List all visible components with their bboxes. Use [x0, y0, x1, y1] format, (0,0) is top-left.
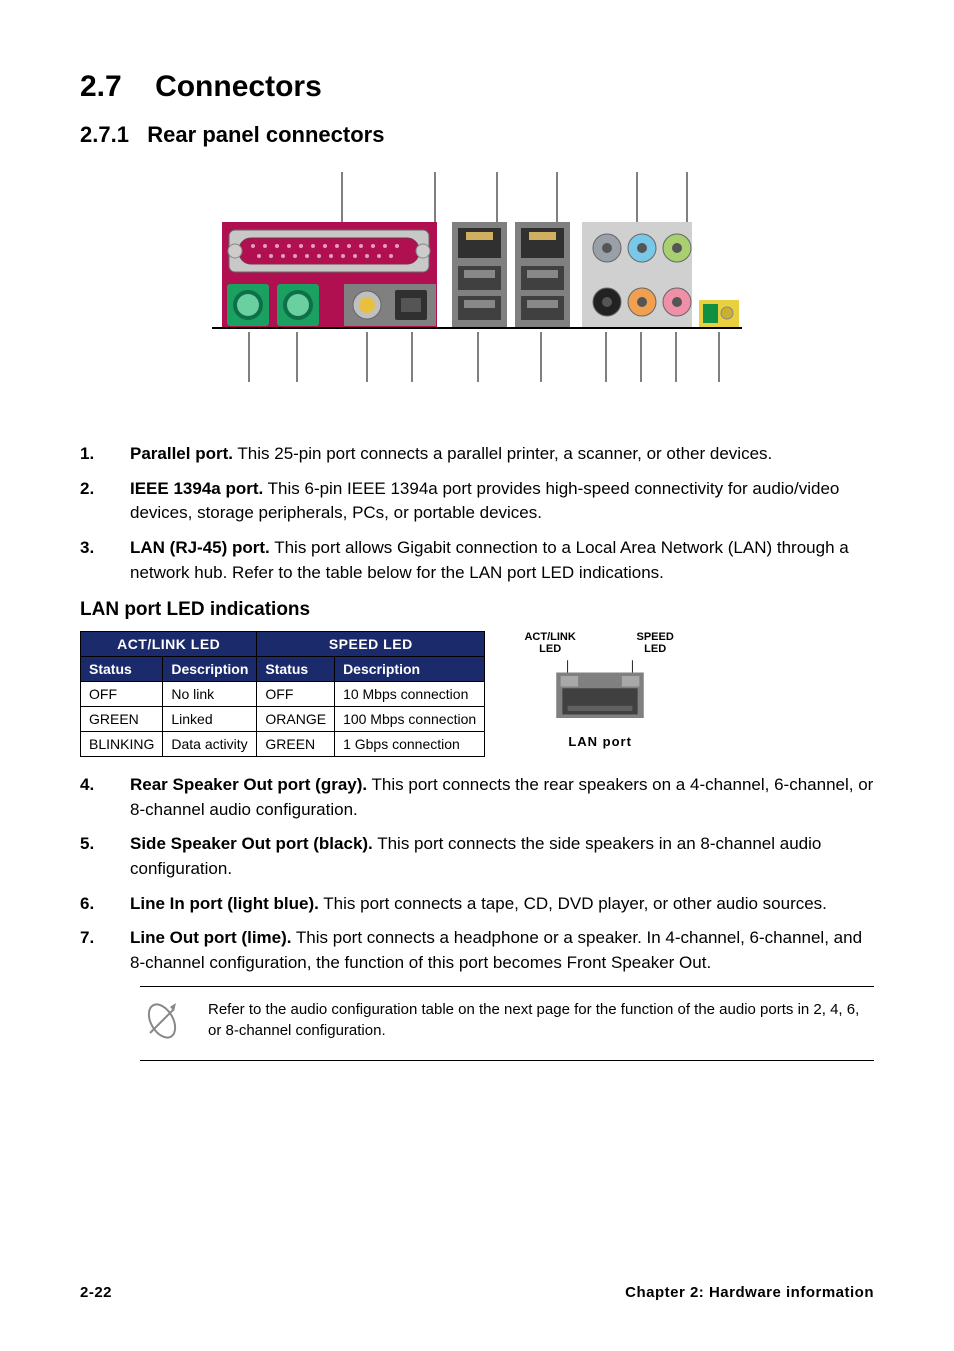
list-item: 2. IEEE 1394a port. This 6-pin IEEE 1394… — [80, 477, 874, 526]
list-item: 3. LAN (RJ-45) port. This port allows Gi… — [80, 536, 874, 585]
led-heading: LAN port LED indications — [80, 599, 874, 621]
list-item: 7. Line Out port (lime). This port conne… — [80, 926, 874, 975]
item-label: Line In port (light blue). — [130, 894, 319, 913]
item-label: LAN (RJ-45) port. — [130, 538, 270, 557]
table-cell: OFF — [257, 682, 335, 707]
item-number: 2. — [80, 477, 130, 526]
item-label: Rear Speaker Out port (gray). — [130, 775, 367, 794]
page-number: 2-22 — [80, 1284, 112, 1301]
subsection-number: 2.7.1 — [80, 122, 129, 147]
connector-list-2: 4. Rear Speaker Out port (gray). This po… — [80, 773, 874, 975]
item-number: 5. — [80, 832, 130, 881]
table-cell: 1 Gbps connection — [335, 732, 485, 757]
item-label: Line Out port (lime). — [130, 928, 292, 947]
item-number: 3. — [80, 536, 130, 585]
note-text: Refer to the audio configuration table o… — [208, 999, 874, 1048]
lan-port-diagram: ACT/LINK LED SPEED LED LAN port — [515, 631, 685, 757]
note-block: Refer to the audio configuration table o… — [140, 986, 874, 1061]
table-row: GREEN Linked ORANGE 100 Mbps connection — [81, 707, 485, 732]
item-label: IEEE 1394a port. — [130, 479, 263, 498]
list-item: 4. Rear Speaker Out port (gray). This po… — [80, 773, 874, 822]
section-title: 2.7 Connectors — [80, 70, 874, 104]
item-number: 6. — [80, 892, 130, 917]
table-cell: BLINKING — [81, 732, 163, 757]
table-cell: No link — [163, 682, 257, 707]
table-col-header: Description — [335, 657, 485, 682]
table-col-header: Description — [163, 657, 257, 682]
lan-left-label: ACT/LINK LED — [515, 631, 585, 655]
page-footer: 2-22 Chapter 2: Hardware information — [80, 1284, 874, 1301]
table-group-header: SPEED LED — [257, 632, 485, 657]
table-cell: 10 Mbps connection — [335, 682, 485, 707]
item-number: 4. — [80, 773, 130, 822]
item-text: This 25-pin port connects a parallel pri… — [233, 444, 772, 463]
table-cell: GREEN — [81, 707, 163, 732]
lan-port-caption: LAN port — [515, 734, 685, 749]
table-cell: GREEN — [257, 732, 335, 757]
item-number: 7. — [80, 926, 130, 975]
rear-panel-diagram — [197, 172, 757, 382]
table-group-header: ACT/LINK LED — [81, 632, 257, 657]
table-cell: 100 Mbps connection — [335, 707, 485, 732]
table-row: OFF No link OFF 10 Mbps connection — [81, 682, 485, 707]
item-text: This port connects a tape, CD, DVD playe… — [319, 894, 827, 913]
list-item: 1. Parallel port. This 25-pin port conne… — [80, 442, 874, 467]
list-item: 5. Side Speaker Out port (black). This p… — [80, 832, 874, 881]
item-label: Parallel port. — [130, 444, 233, 463]
item-number: 1. — [80, 442, 130, 467]
note-icon — [140, 999, 184, 1048]
table-cell: Linked — [163, 707, 257, 732]
table-col-header: Status — [257, 657, 335, 682]
list-item: 6. Line In port (light blue). This port … — [80, 892, 874, 917]
lan-right-label: SPEED LED — [625, 631, 685, 655]
table-cell: OFF — [81, 682, 163, 707]
section-name: Connectors — [155, 70, 322, 103]
table-col-header: Status — [81, 657, 163, 682]
table-row: BLINKING Data activity GREEN 1 Gbps conn… — [81, 732, 485, 757]
table-cell: ORANGE — [257, 707, 335, 732]
chapter-title: Chapter 2: Hardware information — [625, 1284, 874, 1301]
item-label: Side Speaker Out port (black). — [130, 834, 373, 853]
table-cell: Data activity — [163, 732, 257, 757]
connector-list-1: 1. Parallel port. This 25-pin port conne… — [80, 442, 874, 585]
section-number: 2.7 — [80, 70, 122, 103]
subsection-name: Rear panel connectors — [147, 122, 384, 147]
subsection-title: 2.7.1 Rear panel connectors — [80, 122, 874, 148]
led-table: ACT/LINK LED SPEED LED Status Descriptio… — [80, 631, 485, 757]
